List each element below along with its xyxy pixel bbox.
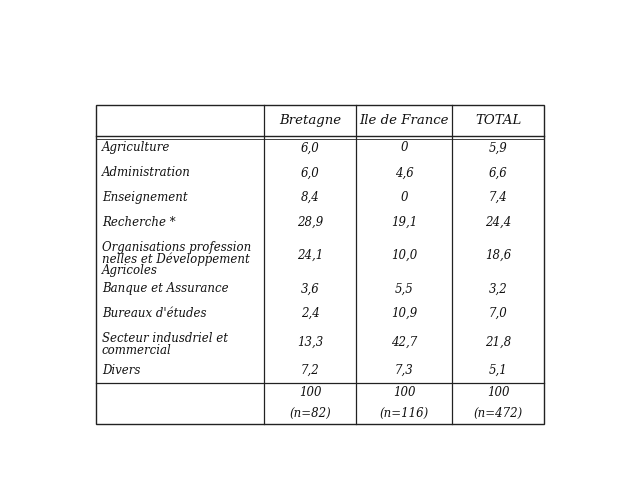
Text: (n=472): (n=472) <box>474 407 523 420</box>
Text: 100: 100 <box>299 386 321 399</box>
Text: 0: 0 <box>400 191 408 204</box>
Text: 7,4: 7,4 <box>489 191 508 204</box>
Text: 5,1: 5,1 <box>489 364 508 377</box>
Text: 13,3: 13,3 <box>297 335 323 349</box>
Text: 100: 100 <box>393 386 415 399</box>
Text: 4,6: 4,6 <box>395 166 413 179</box>
Text: 21,8: 21,8 <box>485 335 512 349</box>
Text: nelles et Développement: nelles et Développement <box>102 252 250 266</box>
Text: TOTAL: TOTAL <box>475 113 522 127</box>
Text: Agriculture: Agriculture <box>102 141 170 154</box>
Text: 7,3: 7,3 <box>395 364 413 377</box>
Text: commercial: commercial <box>102 345 172 357</box>
Bar <box>96 105 544 423</box>
Text: 10,0: 10,0 <box>391 249 417 262</box>
Text: 100: 100 <box>487 386 510 399</box>
Text: Enseignement: Enseignement <box>102 191 187 204</box>
Text: 10,9: 10,9 <box>391 307 417 320</box>
Text: Recherche *: Recherche * <box>102 216 176 229</box>
Text: 6,0: 6,0 <box>301 166 320 179</box>
Text: Ile de France: Ile de France <box>360 113 449 127</box>
Text: (n=116): (n=116) <box>379 407 429 420</box>
Text: Banque et Assurance: Banque et Assurance <box>102 282 229 295</box>
Text: Bretagne: Bretagne <box>279 113 341 127</box>
Text: Divers: Divers <box>102 364 140 377</box>
Text: 18,6: 18,6 <box>485 249 512 262</box>
Text: 19,1: 19,1 <box>391 216 417 229</box>
Text: 7,2: 7,2 <box>301 364 320 377</box>
Text: 6,6: 6,6 <box>489 166 508 179</box>
Text: 6,0: 6,0 <box>301 141 320 154</box>
Text: 8,4: 8,4 <box>301 191 320 204</box>
Text: Bureaux d'études: Bureaux d'études <box>102 307 206 320</box>
Text: Administration: Administration <box>102 166 191 179</box>
Text: 7,0: 7,0 <box>489 307 508 320</box>
Text: 3,2: 3,2 <box>489 282 508 295</box>
Text: (n=82): (n=82) <box>289 407 331 420</box>
Text: Agricoles: Agricoles <box>102 264 158 278</box>
Text: 28,9: 28,9 <box>297 216 323 229</box>
Text: 5,9: 5,9 <box>489 141 508 154</box>
Text: 0: 0 <box>400 141 408 154</box>
Text: 42,7: 42,7 <box>391 335 417 349</box>
Text: 2,4: 2,4 <box>301 307 320 320</box>
Text: 24,1: 24,1 <box>297 249 323 262</box>
Text: 3,6: 3,6 <box>301 282 320 295</box>
Text: 5,5: 5,5 <box>395 282 413 295</box>
Text: Organisations profession: Organisations profession <box>102 241 251 254</box>
Text: Secteur indusdriel et: Secteur indusdriel et <box>102 332 228 345</box>
Text: 24,4: 24,4 <box>485 216 512 229</box>
